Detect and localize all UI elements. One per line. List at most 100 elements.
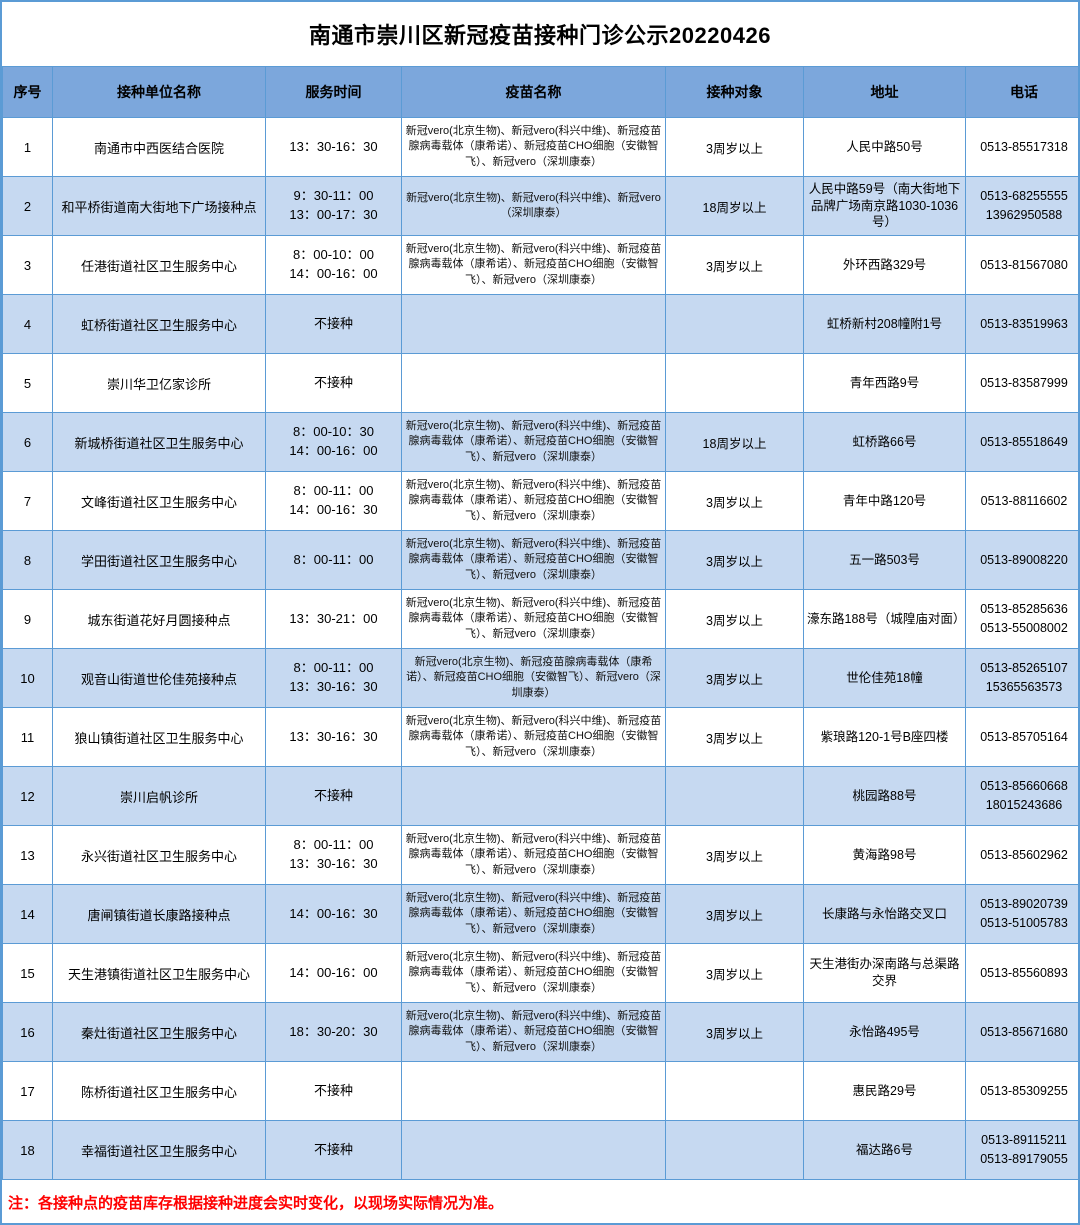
phone-cell: 0513-85602962 [965,825,1078,885]
service-time-cell: 9：30-11：00 13：00-17：30 [265,176,402,236]
address-cell: 濠东路188号（城隍庙对面） [803,589,966,649]
table-row: 6 新城桥街道社区卫生服务中心 8：00-10：30 14：00-16：00 新冠ve… [2,412,1078,472]
target-cell: 3周岁以上 [665,707,804,767]
service-time-cell: 14：00-16：30 [265,884,402,944]
service-time-cell: 8：00-11：00 [265,530,402,590]
phone-cell: 0513-89115211 0513-89179055 [965,1120,1078,1180]
phone-cell: 0513-85671680 [965,1002,1078,1062]
unit-name-cell: 新城桥街道社区卫生服务中心 [52,412,266,472]
vaccine-names-cell: 新冠vero(北京生物)、新冠vero(科兴中维)、新冠疫苗腺病毒载体（康希诺）… [401,1002,666,1062]
phone-cell: 0513-85285636 0513-55008002 [965,589,1078,649]
vaccine-names-cell: 新冠vero(北京生物)、新冠vero(科兴中维)、新冠疫苗腺病毒载体（康希诺）… [401,589,666,649]
address-cell: 虹桥新村208幢附1号 [803,294,966,354]
phone-cell: 0513-83587999 [965,353,1078,413]
address-cell: 青年西路9号 [803,353,966,413]
phone-cell: 0513-81567080 [965,235,1078,295]
address-cell: 紫琅路120-1号B座四楼 [803,707,966,767]
table-row: 16 秦灶街道社区卫生服务中心 18：30-20：30 新冠vero(北京生物)、新冠… [2,1002,1078,1062]
header-vaccine-name: 疫苗名称 [401,66,666,118]
vaccine-names-cell: 新冠vero(北京生物)、新冠vero(科兴中维)、新冠疫苗腺病毒载体（康希诺）… [401,117,666,177]
service-time-cell: 13：30-16：30 [265,707,402,767]
service-time-cell: 14：00-16：00 [265,943,402,1003]
address-cell: 外环西路329号 [803,235,966,295]
unit-name-cell: 秦灶街道社区卫生服务中心 [52,1002,266,1062]
vaccine-names-cell: 新冠vero(北京生物)、新冠疫苗腺病毒载体（康希诺）、新冠疫苗CHO细胞（安徽… [401,648,666,708]
service-time-cell: 8：00-10：30 14：00-16：00 [265,412,402,472]
service-time-cell: 13：30-21：00 [265,589,402,649]
target-cell: 3周岁以上 [665,1002,804,1062]
row-number-cell: 4 [2,294,53,354]
header-service-time: 服务时间 [265,66,402,118]
table-row: 11 狼山镇街道社区卫生服务中心 13：30-16：30 新冠vero(北京生物)、新… [2,707,1078,767]
row-number-cell: 17 [2,1061,53,1121]
target-cell: 3周岁以上 [665,471,804,531]
page-title: 南通市崇川区新冠疫苗接种门诊公示20220426 [309,23,771,48]
row-number-cell: 13 [2,825,53,885]
target-cell: 3周岁以上 [665,235,804,295]
row-number-cell: 12 [2,766,53,826]
header-row-number: 序号 [2,66,53,118]
header-address: 地址 [803,66,966,118]
footnote: 注：各接种点的疫苗库存根据接种进度会实时变化，以现场实际情况为准。 [8,1195,504,1212]
row-number-cell: 9 [2,589,53,649]
address-cell: 人民中路50号 [803,117,966,177]
target-cell [665,353,804,413]
vaccine-names-cell: 新冠vero(北京生物)、新冠vero(科兴中维)、新冠疫苗腺病毒载体（康希诺）… [401,884,666,944]
title-bar: 南通市崇川区新冠疫苗接种门诊公示20220426 [2,2,1078,66]
phone-cell: 0513-85517318 [965,117,1078,177]
unit-name-cell: 天生港镇街道社区卫生服务中心 [52,943,266,1003]
table-row: 18 幸福街道社区卫生服务中心 不接种 福达路6号 0513-89115211 0513… [2,1120,1078,1180]
table-row: 8 学田街道社区卫生服务中心 8：00-11：00 新冠vero(北京生物)、新冠ve… [2,530,1078,590]
table-row: 4 虹桥街道社区卫生服务中心 不接种 虹桥新村208幢附1号 0513-83519963 [2,294,1078,354]
vaccine-names-cell [401,1061,666,1121]
address-cell: 黄海路98号 [803,825,966,885]
target-cell [665,766,804,826]
target-cell: 3周岁以上 [665,943,804,1003]
vaccine-names-cell [401,294,666,354]
row-number-cell: 8 [2,530,53,590]
vaccine-names-cell: 新冠vero(北京生物)、新冠vero(科兴中维)、新冠疫苗腺病毒载体（康希诺）… [401,943,666,1003]
unit-name-cell: 幸福街道社区卫生服务中心 [52,1120,266,1180]
target-cell: 3周岁以上 [665,530,804,590]
row-number-cell: 5 [2,353,53,413]
unit-name-cell: 虹桥街道社区卫生服务中心 [52,294,266,354]
service-time-cell: 不接种 [265,294,402,354]
table-row: 3 任港街道社区卫生服务中心 8：00-10：00 14：00-16：00 新冠ver… [2,235,1078,295]
address-cell: 虹桥路66号 [803,412,966,472]
address-cell: 惠民路29号 [803,1061,966,1121]
target-cell: 3周岁以上 [665,884,804,944]
table-row: 1 南通市中西医结合医院 13：30-16：30 新冠vero(北京生物)、新冠ver… [2,117,1078,177]
target-cell [665,1061,804,1121]
row-number-cell: 15 [2,943,53,1003]
row-number-cell: 18 [2,1120,53,1180]
vaccine-names-cell: 新冠vero(北京生物)、新冠vero(科兴中维)、新冠疫苗腺病毒载体（康希诺）… [401,471,666,531]
unit-name-cell: 文峰街道社区卫生服务中心 [52,471,266,531]
phone-cell: 0513-68255555 13962950588 [965,176,1078,236]
table-row: 15 天生港镇街道社区卫生服务中心 14：00-16：00 新冠vero(北京生物)、… [2,943,1078,1003]
vaccine-clinic-table: 序号 接种单位名称 服务时间 疫苗名称 接种对象 地址 电话 1 南通市中西医结合… [2,66,1078,1180]
header-target: 接种对象 [665,66,804,118]
row-number-cell: 1 [2,117,53,177]
table-row: 12 崇川启帆诊所 不接种 桃园路88号 0513-85660668 180152436… [2,766,1078,826]
vaccine-names-cell: 新冠vero(北京生物)、新冠vero(科兴中维)、新冠疫苗腺病毒载体（康希诺）… [401,825,666,885]
row-number-cell: 11 [2,707,53,767]
row-number-cell: 2 [2,176,53,236]
row-number-cell: 14 [2,884,53,944]
phone-cell: 0513-89008220 [965,530,1078,590]
unit-name-cell: 和平桥街道南大街地下广场接种点 [52,176,266,236]
vaccine-names-cell: 新冠vero(北京生物)、新冠vero(科兴中维)、新冠疫苗腺病毒载体（康希诺）… [401,412,666,472]
address-cell: 长康路与永怡路交叉口 [803,884,966,944]
row-number-cell: 10 [2,648,53,708]
unit-name-cell: 陈桥街道社区卫生服务中心 [52,1061,266,1121]
vaccine-names-cell [401,766,666,826]
table-row: 10 观音山街道世伦佳苑接种点 8：00-11：00 13：30-16：30 新冠ve… [2,648,1078,708]
row-number-cell: 6 [2,412,53,472]
target-cell: 3周岁以上 [665,825,804,885]
header-unit-name: 接种单位名称 [52,66,266,118]
phone-cell: 0513-85560893 [965,943,1078,1003]
service-time-cell: 13：30-16：30 [265,117,402,177]
address-cell: 五一路503号 [803,530,966,590]
address-cell: 永怡路495号 [803,1002,966,1062]
address-cell: 桃园路88号 [803,766,966,826]
